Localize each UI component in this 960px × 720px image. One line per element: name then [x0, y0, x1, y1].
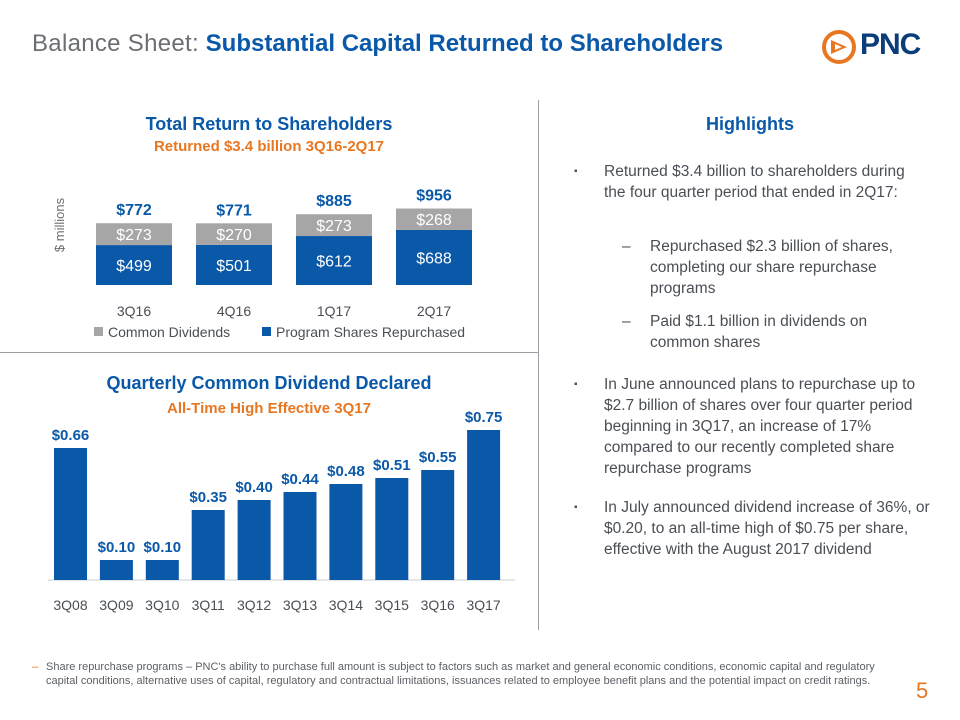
x-tick-label: 3Q15: [375, 597, 409, 613]
legend-label-dividends: Common Dividends: [108, 324, 230, 340]
data-label-repurchased: $688: [416, 250, 452, 267]
footnote-marker: –: [32, 661, 39, 673]
chart1-title: Total Return to Shareholders: [145, 114, 393, 134]
bar-dividends-2Q17: [396, 208, 472, 230]
bar-dividend-3Q10: [145, 560, 179, 580]
legend-swatch-repurchased: [262, 327, 271, 336]
bar-dividend-3Q09: [99, 560, 133, 580]
footnote-text: Share repurchase programs – PNC's abilit…: [46, 661, 875, 687]
horizontal-divider: [0, 352, 538, 353]
bar-dividend-3Q15: [375, 478, 409, 580]
x-tick-label: 3Q17: [466, 597, 500, 613]
data-label-dividend: $0.55: [419, 449, 457, 466]
data-label-dividend: $0.35: [189, 489, 227, 506]
bar-dividend-3Q17: [467, 430, 501, 580]
x-tick-label: 3Q08: [53, 597, 87, 613]
chart-quarterly-dividend: $0.66 3Q08 $0.10 3Q09 $0.10 3Q10 $0.35 3Q11 $0.4…: [48, 409, 515, 613]
data-label-total: $772: [116, 202, 152, 219]
x-tick-label: 3Q14: [329, 597, 363, 613]
x-tick-label: 3Q11: [192, 597, 225, 613]
chart1-subtitle: Returned $3.4 billion 3Q16-2Q17: [153, 138, 385, 155]
highlight-bullet-1-text: Returned $3.4 billion to shareholders du…: [604, 163, 905, 201]
bullet-marker: ▪: [574, 166, 578, 177]
page-number: 5: [916, 678, 929, 703]
highlights-title: Highlights: [706, 114, 794, 134]
legend-label-repurchased: Program Shares Repurchased: [276, 324, 465, 340]
bar-dividends-3Q16: [96, 223, 172, 246]
bar-repurchased-1Q17: [296, 236, 372, 285]
bar-dividend-3Q16: [421, 470, 455, 580]
bullet-marker: ▪: [574, 502, 578, 513]
chart2-title: Quarterly Common Dividend Declared: [106, 373, 432, 393]
data-label-total: $771: [216, 202, 252, 219]
data-label-dividend: $0.48: [327, 463, 365, 480]
bar-dividend-3Q08: [54, 448, 87, 580]
highlight-sub-1-text: Repurchased $2.3 billion of shares, comp…: [650, 238, 893, 297]
x-tick-label: 2Q17: [417, 303, 451, 319]
data-label-dividends: $273: [116, 227, 152, 244]
x-tick-label: 3Q10: [145, 597, 179, 613]
data-label-total: $956: [416, 188, 452, 205]
vertical-divider: [538, 100, 539, 630]
x-tick-label: 3Q13: [283, 597, 317, 613]
data-label-dividend: $0.10: [144, 539, 182, 556]
data-label-dividend: $0.44: [281, 471, 319, 488]
data-label-dividends: $268: [416, 212, 452, 229]
x-tick-label: 1Q17: [317, 303, 351, 319]
x-tick-label: 3Q16: [117, 303, 151, 319]
data-label-dividends: $273: [316, 218, 352, 235]
data-label-repurchased: $501: [216, 258, 252, 275]
bar-repurchased-4Q16: [196, 244, 272, 285]
x-tick-label: 4Q16: [217, 303, 251, 319]
x-tick-label: 3Q16: [421, 597, 455, 613]
data-label-dividend: $0.51: [373, 457, 411, 474]
data-label-dividend: $0.66: [52, 427, 90, 444]
data-label-dividend: $0.40: [235, 479, 273, 496]
highlight-sub-2-text: Paid $1.1 billion in dividends on common…: [650, 313, 868, 351]
bar-dividends-1Q17: [296, 214, 372, 237]
dash-marker: –: [622, 313, 631, 330]
data-label-repurchased: $612: [316, 254, 352, 271]
logo-text: PNC: [860, 28, 921, 61]
bar-repurchased-3Q16: [96, 245, 172, 285]
page-title: Balance Sheet: Substantial Capital Retur…: [32, 30, 723, 58]
bar-repurchased-2Q17: [396, 229, 472, 285]
data-label-dividends: $270: [216, 227, 252, 244]
legend-swatch-dividends: [94, 327, 103, 336]
highlight-bullet-3-text: In July announced dividend increase of 3…: [604, 499, 930, 558]
bar-dividend-3Q14: [329, 484, 363, 580]
x-tick-label: 3Q09: [99, 597, 133, 613]
x-tick-label: 3Q12: [237, 597, 271, 613]
chart2-subtitle: All-Time High Effective 3Q17: [167, 400, 371, 417]
title-main: Substantial Capital Returned to Sharehol…: [205, 30, 724, 57]
pnc-logo: PNC: [822, 26, 934, 66]
y-axis-label: $ millions: [52, 197, 67, 252]
highlight-bullet-2-text: In June announced plans to repurchase up…: [604, 376, 916, 477]
bar-dividend-3Q13: [283, 492, 317, 580]
dash-marker: –: [622, 238, 631, 255]
data-label-dividend: $0.10: [98, 539, 136, 556]
data-label-dividend: $0.75: [465, 409, 503, 426]
bar-dividend-3Q11: [191, 510, 225, 580]
title-prefix: Balance Sheet:: [32, 30, 199, 57]
data-label-repurchased: $499: [116, 258, 152, 275]
pnc-logo-mark-icon: [822, 30, 856, 64]
bullet-marker: ▪: [574, 379, 578, 390]
chart-total-return: $ millions $499 $273 $772 3Q16 $501 $270 $771 4Q…: [52, 188, 472, 340]
bar-dividend-3Q12: [237, 500, 271, 580]
data-label-total: $885: [316, 193, 352, 210]
bar-dividends-4Q16: [196, 223, 272, 245]
